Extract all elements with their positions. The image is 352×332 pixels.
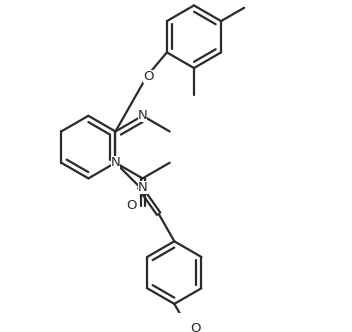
Text: O: O (190, 322, 201, 332)
Text: O: O (126, 200, 137, 212)
Text: N: N (111, 156, 120, 169)
Text: N: N (138, 181, 148, 194)
Text: N: N (138, 109, 147, 122)
Text: O: O (143, 70, 153, 83)
